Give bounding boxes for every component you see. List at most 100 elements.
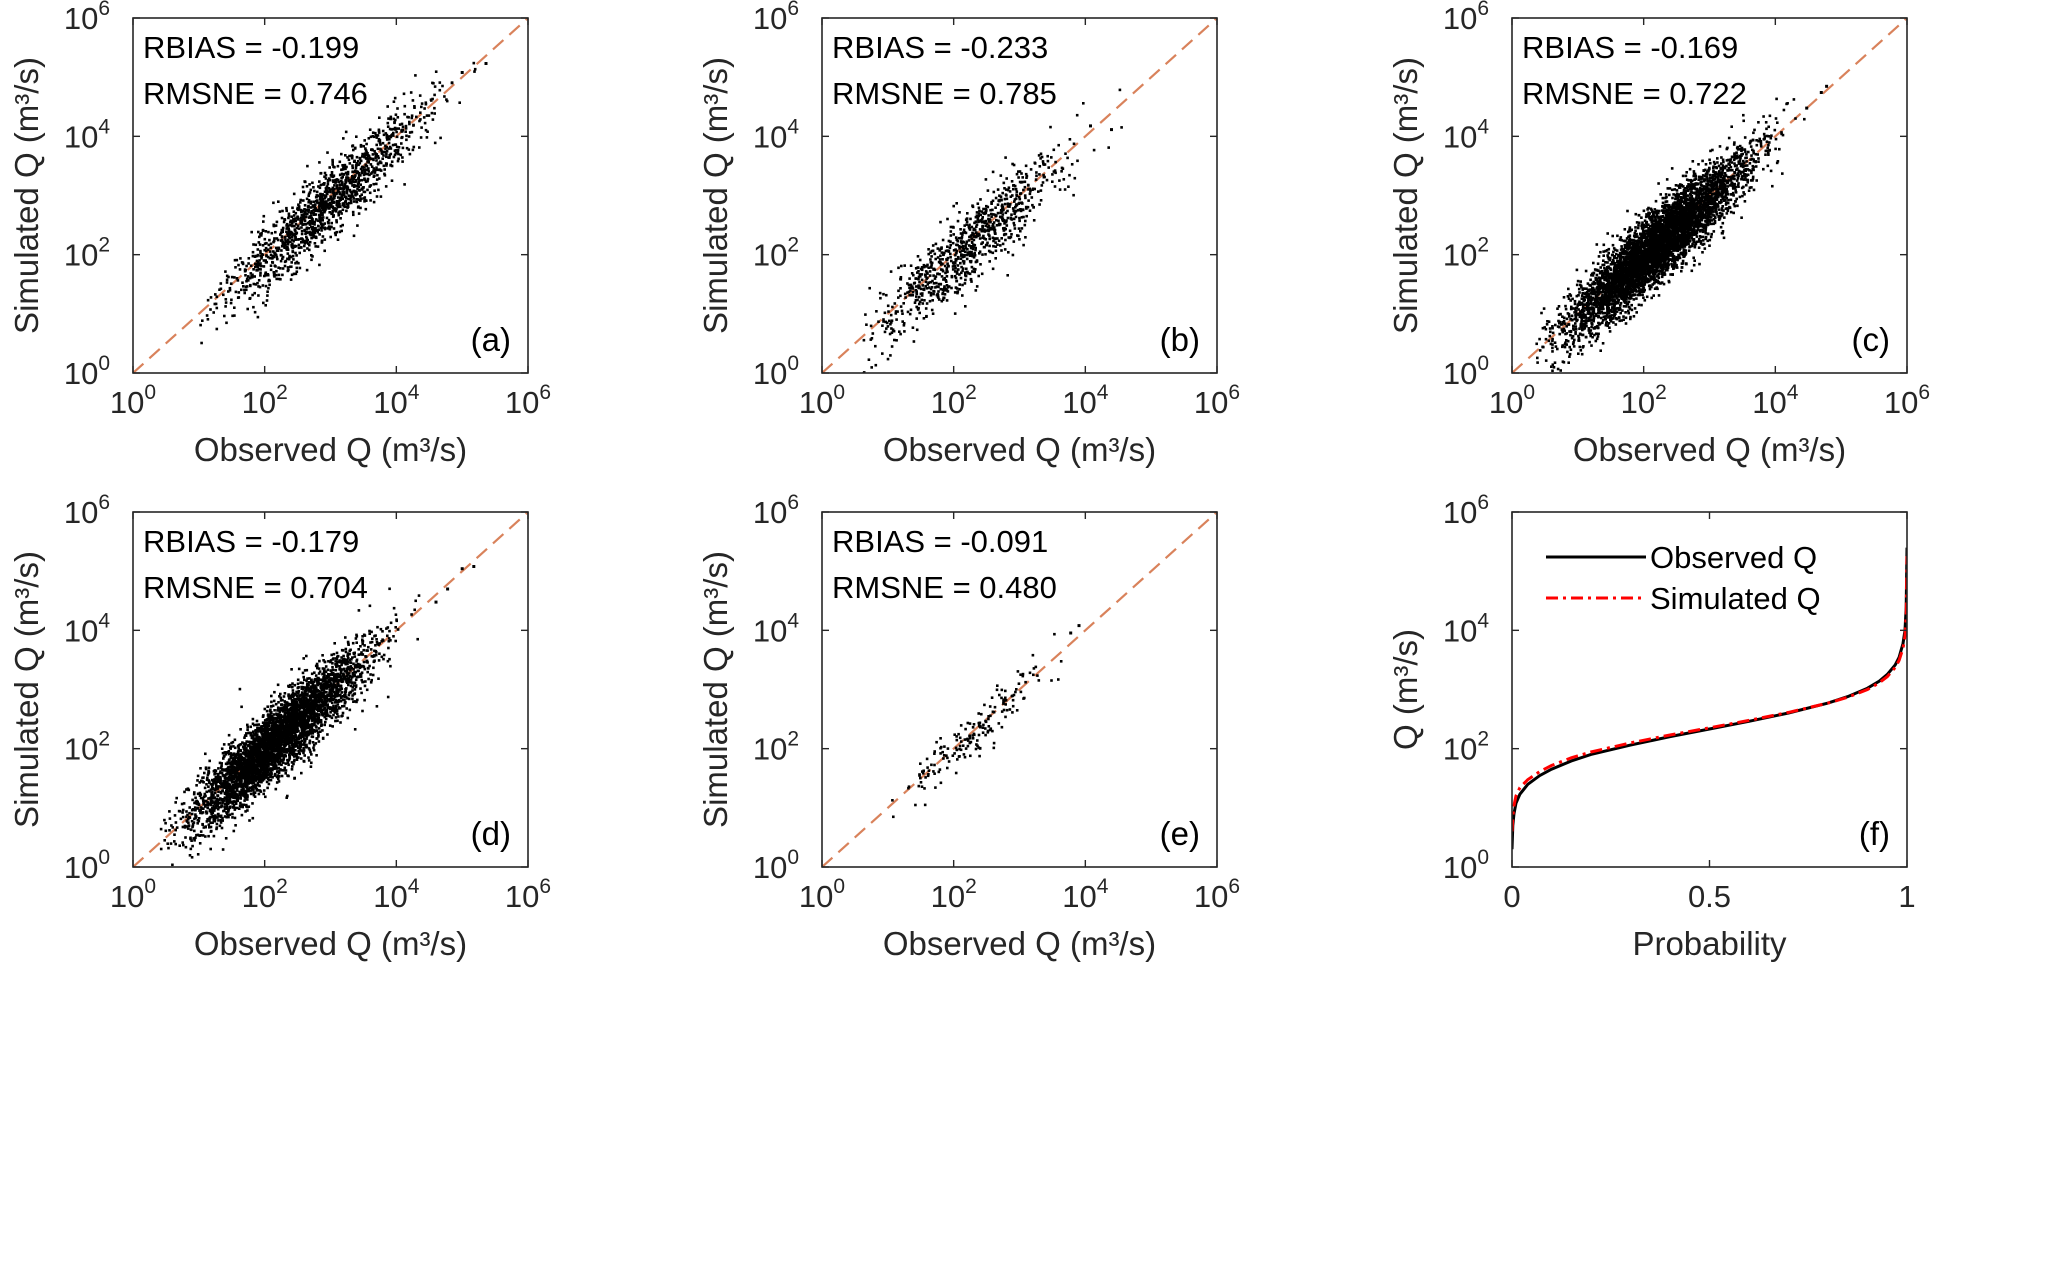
scatter-point: [269, 242, 273, 246]
scatter-point: [1024, 219, 1027, 223]
scatter-point: [978, 252, 981, 255]
scatter-point: [1544, 327, 1548, 331]
scatter-point: [981, 253, 984, 256]
scatter-point: [1655, 215, 1659, 218]
scatter-point: [394, 118, 397, 122]
scatter-point: [312, 227, 316, 230]
scatter-point: [1002, 233, 1006, 237]
scatter-point: [1662, 282, 1666, 286]
scatter-point: [292, 210, 296, 213]
scatter-point: [1638, 291, 1641, 295]
scatter-point: [400, 136, 403, 140]
scatter-point: [1683, 201, 1686, 205]
scatter-point: [473, 67, 477, 71]
scatter-point: [411, 99, 415, 102]
scatter-point: [1615, 252, 1618, 256]
scatter-point: [1005, 177, 1008, 180]
scatter-point: [418, 119, 421, 123]
scatter-point: [335, 178, 339, 181]
scatter-point: [1606, 232, 1609, 235]
scatter-point: [1031, 203, 1034, 207]
scatter-point: [1022, 215, 1025, 219]
scatter-point: [1706, 232, 1710, 235]
scatter-point: [1635, 297, 1638, 300]
scatter-point: [961, 283, 964, 287]
scatter-point: [920, 294, 924, 297]
scatter-point: [1676, 233, 1680, 237]
scatter-point: [1023, 194, 1027, 197]
scatter-point: [307, 210, 310, 214]
scatter-point: [248, 276, 252, 280]
scatter-point: [301, 238, 305, 242]
scatter-point: [1557, 305, 1561, 308]
scatter-point: [289, 240, 292, 244]
scatter-point: [1680, 204, 1684, 208]
scatter-point: [312, 200, 316, 204]
scatter-point: [1677, 186, 1681, 189]
scatter-point: [311, 204, 315, 207]
scatter-point: [345, 191, 349, 195]
scatter-point: [1686, 238, 1689, 241]
scatter-point: [398, 123, 402, 126]
scatter-point: [950, 286, 953, 290]
scatter-point: [1625, 237, 1629, 240]
scatter-point: [965, 267, 968, 271]
scatter-point: [1677, 256, 1680, 260]
scatter-point: [1635, 290, 1638, 293]
scatter-point: [264, 230, 268, 233]
scatter-point: [292, 258, 295, 261]
scatter-point: [1655, 211, 1659, 215]
scatter-point: [991, 199, 995, 203]
scatter-point: [1006, 209, 1009, 213]
scatter-point: [411, 148, 415, 152]
scatter-point: [1743, 136, 1747, 139]
scatter-point: [325, 205, 328, 209]
scatter-point: [1736, 172, 1740, 175]
scatter-point: [348, 201, 351, 205]
scatter-point: [354, 178, 358, 182]
scatter-point: [431, 118, 435, 121]
scatter-point: [960, 253, 963, 256]
scatter-point: [352, 185, 356, 188]
scatter-point: [332, 209, 336, 212]
scatter-point: [1683, 187, 1687, 190]
scatter-point: [299, 216, 303, 220]
scatter-point: [337, 213, 340, 217]
panel-label: (b): [1160, 321, 1200, 358]
scatter-point: [222, 293, 225, 297]
scatter-point: [400, 128, 403, 132]
scatter-point: [977, 206, 981, 210]
scatter-point: [912, 282, 916, 285]
scatter-point: [355, 198, 358, 201]
axes-box: [132, 17, 529, 374]
scatter-point: [1695, 195, 1698, 198]
scatter-point: [206, 298, 210, 302]
scatter-point: [384, 147, 387, 150]
scatter-point: [1584, 303, 1588, 306]
scatter-point: [433, 112, 436, 115]
scatter-point: [286, 252, 290, 255]
scatter-point: [1699, 203, 1703, 206]
scatter-point: [248, 297, 251, 300]
scatter-point: [392, 100, 396, 103]
scatter-point: [290, 273, 294, 277]
scatter-point: [1000, 237, 1003, 240]
scatter-point: [918, 300, 922, 304]
scatter-point: [1019, 209, 1023, 213]
scatter-point: [987, 214, 990, 217]
scatter-point: [1011, 253, 1015, 257]
scatter-point: [991, 208, 994, 212]
scatter-point: [1616, 306, 1620, 310]
y-tick-label: 104: [753, 115, 799, 154]
scatter-point: [338, 187, 341, 190]
scatter-point: [327, 187, 331, 190]
scatter-point: [899, 287, 902, 290]
scatter-point: [277, 277, 281, 281]
scatter-point: [257, 294, 260, 297]
scatter-point: [377, 131, 381, 134]
scatter-point: [320, 222, 323, 226]
scatter-point: [1729, 177, 1733, 180]
scatter-point: [397, 157, 400, 161]
scatter-point: [420, 105, 423, 109]
x-tick-label: 104: [1062, 381, 1108, 420]
